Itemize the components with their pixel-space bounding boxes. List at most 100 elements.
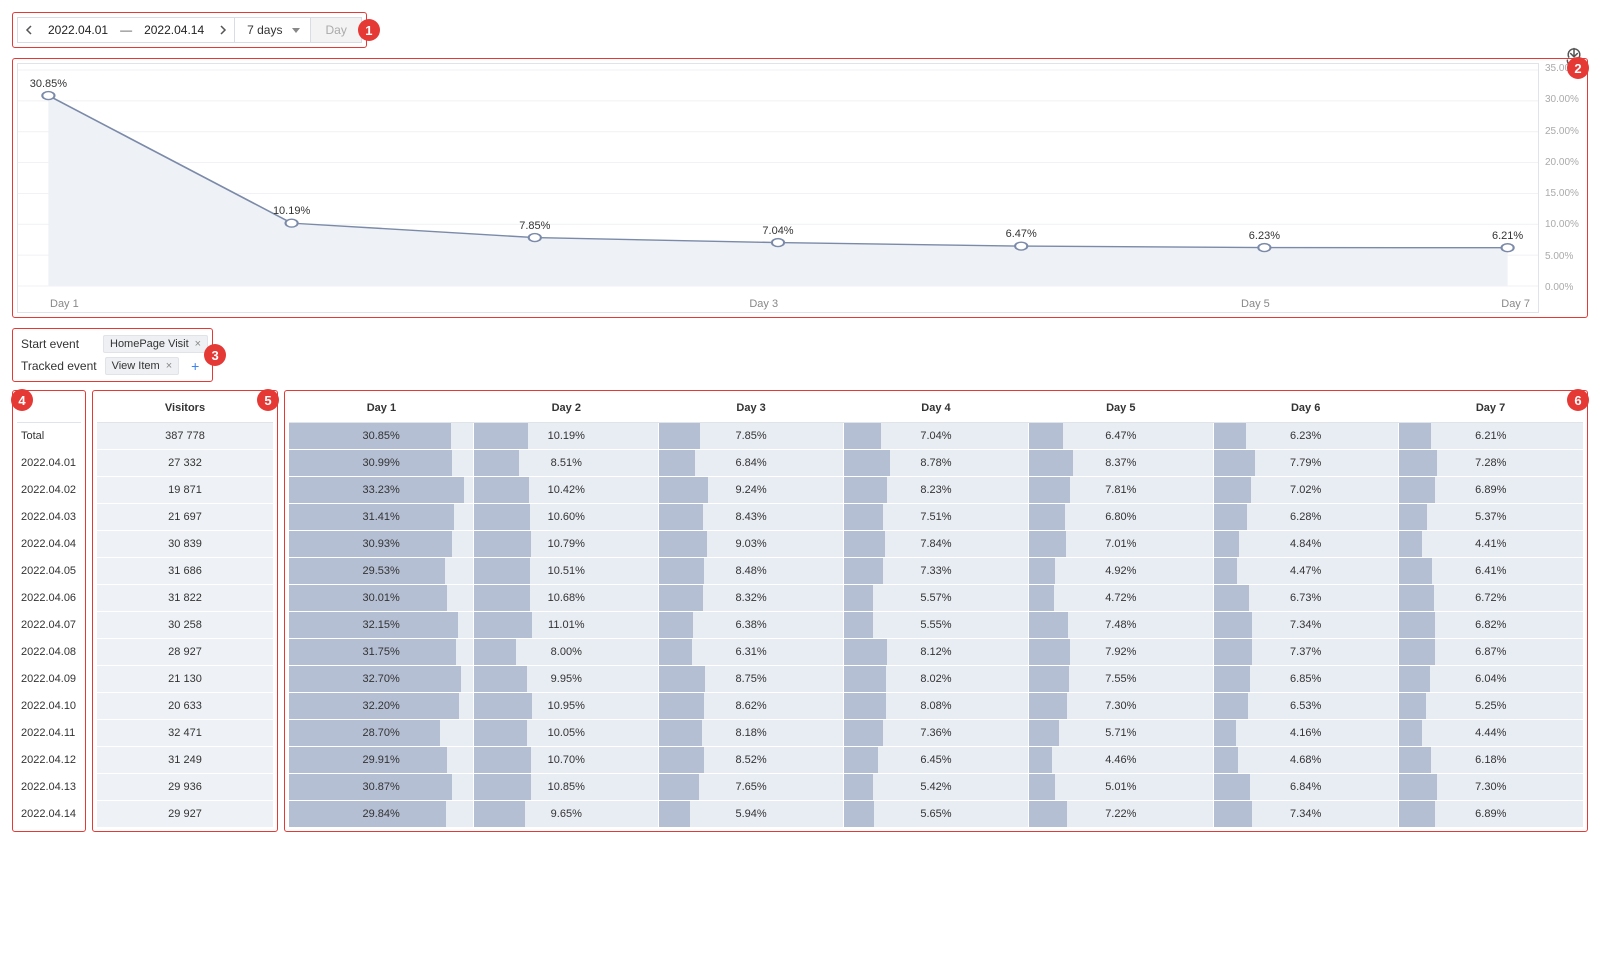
cohort-cell: 8.62% [659, 692, 844, 719]
visitors-cell: 28 927 [97, 638, 273, 665]
date-cell: 2022.04.09 [17, 665, 81, 692]
cohort-cell: 6.87% [1398, 638, 1583, 665]
remove-tracked-event-icon[interactable]: × [166, 360, 172, 372]
cohort-cell: 29.91% [289, 746, 474, 773]
cohort-cell: 4.41% [1398, 530, 1583, 557]
day-header: Day 1 [289, 395, 474, 422]
cohort-cell: 10.60% [474, 503, 659, 530]
chart-y-axis: 35.00%30.00%25.00%20.00%15.00%10.00%5.00… [1539, 63, 1583, 313]
cohort-cell: 32.20% [289, 692, 474, 719]
day-header: Day 2 [474, 395, 659, 422]
y-tick: 30.00% [1545, 94, 1583, 105]
cohort-cell: 6.72% [1398, 584, 1583, 611]
cohort-cell: 7.02% [1213, 476, 1398, 503]
visitors-cell: 31 686 [97, 557, 273, 584]
y-tick: 10.00% [1545, 219, 1583, 230]
date-cell: 2022.04.02 [17, 476, 81, 503]
visitors-cell: 31 249 [97, 746, 273, 773]
date-to[interactable]: 2022.04.14 [136, 23, 212, 37]
chart-x-axis: Day 1 Day 3 Day 5 Day 7 [18, 298, 1538, 310]
date-from[interactable]: 2022.04.01 [40, 23, 116, 37]
cohort-cell: 6.85% [1213, 665, 1398, 692]
cohort-cell: 8.51% [474, 449, 659, 476]
cohort-cell: 6.18% [1398, 746, 1583, 773]
tracked-event-tag[interactable]: View Item × [105, 357, 180, 375]
date-cell: 2022.04.03 [17, 503, 81, 530]
cohort-cell: 7.36% [844, 719, 1029, 746]
visitors-cell: 21 130 [97, 665, 273, 692]
y-tick: 5.00% [1545, 251, 1583, 262]
y-tick: 0.00% [1545, 282, 1583, 293]
cohort-cell: 5.57% [844, 584, 1029, 611]
cohort-cell: 10.85% [474, 773, 659, 800]
next-range-button[interactable] [212, 18, 234, 42]
tracked-event-tag-text: View Item [112, 360, 160, 372]
cohort-cell: 4.47% [1213, 557, 1398, 584]
cohort-cell: 8.52% [659, 746, 844, 773]
cohort-cell: 30.85% [289, 422, 474, 449]
y-tick: 25.00% [1545, 126, 1583, 137]
cohort-cell: 6.84% [1213, 773, 1398, 800]
cohort-cell: 7.55% [1028, 665, 1213, 692]
range-length-select[interactable]: 7 days [235, 17, 311, 43]
cohort-cell: 6.41% [1398, 557, 1583, 584]
cohort-cell: 5.71% [1028, 719, 1213, 746]
prev-range-button[interactable] [18, 18, 40, 42]
cohort-cell: 10.79% [474, 530, 659, 557]
cohort-cell: 7.01% [1028, 530, 1213, 557]
cohort-cell: 7.28% [1398, 449, 1583, 476]
event-filters: 3 Start event HomePage Visit × Tracked e… [12, 328, 213, 382]
cohort-cell: 8.37% [1028, 449, 1213, 476]
cohort-cell: 9.95% [474, 665, 659, 692]
cohort-cell: 6.28% [1213, 503, 1398, 530]
cohort-cell: 8.02% [844, 665, 1029, 692]
cohort-cell: 5.42% [844, 773, 1029, 800]
cohort-cell: 5.01% [1028, 773, 1213, 800]
cohort-cell: 8.23% [844, 476, 1029, 503]
granularity-select[interactable]: Day [311, 17, 361, 43]
date-cell: 2022.04.01 [17, 449, 81, 476]
cohort-cell: 7.30% [1398, 773, 1583, 800]
cohort-cell: 11.01% [474, 611, 659, 638]
remove-start-event-icon[interactable]: × [195, 338, 201, 350]
cohort-cell: 10.19% [474, 422, 659, 449]
cohort-cell: 30.99% [289, 449, 474, 476]
visitors-cell: 32 471 [97, 719, 273, 746]
cohort-cell: 6.53% [1213, 692, 1398, 719]
x-tick: Day 5 [1010, 298, 1502, 310]
cohort-cell: 9.65% [474, 800, 659, 827]
cohort-cell: 7.34% [1213, 800, 1398, 827]
date-cell: 2022.04.12 [17, 746, 81, 773]
visitors-cell: 29 927 [97, 800, 273, 827]
cohort-cell: 6.89% [1398, 476, 1583, 503]
start-event-tag-text: HomePage Visit [110, 338, 189, 350]
start-event-tag[interactable]: HomePage Visit × [103, 335, 208, 353]
cohort-cell: 32.70% [289, 665, 474, 692]
cohort-cell: 31.75% [289, 638, 474, 665]
date-cell: 2022.04.08 [17, 638, 81, 665]
cohort-cell: 10.95% [474, 692, 659, 719]
retention-tables: 4 Total2022.04.012022.04.022022.04.03202… [12, 390, 1588, 832]
cohort-cell: 6.84% [659, 449, 844, 476]
date-cell: 2022.04.07 [17, 611, 81, 638]
date-cell: 2022.04.04 [17, 530, 81, 557]
cohort-cell: 6.82% [1398, 611, 1583, 638]
cohort-cell: 7.37% [1213, 638, 1398, 665]
add-tracked-event-button[interactable]: + [187, 358, 203, 374]
visitors-cell: 31 822 [97, 584, 273, 611]
cohort-cell: 9.24% [659, 476, 844, 503]
cohort-cell: 7.04% [844, 422, 1029, 449]
date-cell: 2022.04.13 [17, 773, 81, 800]
cohort-cell: 5.94% [659, 800, 844, 827]
callout-1: 1 [358, 19, 380, 41]
cohort-cell: 7.84% [844, 530, 1029, 557]
visitors-cell: 21 697 [97, 503, 273, 530]
cohort-cell: 6.23% [1213, 422, 1398, 449]
day-header: Day 5 [1028, 395, 1213, 422]
date-cell: 2022.04.11 [17, 719, 81, 746]
visitors-header: Visitors [97, 395, 273, 422]
y-tick: 20.00% [1545, 157, 1583, 168]
cohort-cell: 31.41% [289, 503, 474, 530]
cohort-cell: 6.80% [1028, 503, 1213, 530]
cohort-cell: 7.48% [1028, 611, 1213, 638]
